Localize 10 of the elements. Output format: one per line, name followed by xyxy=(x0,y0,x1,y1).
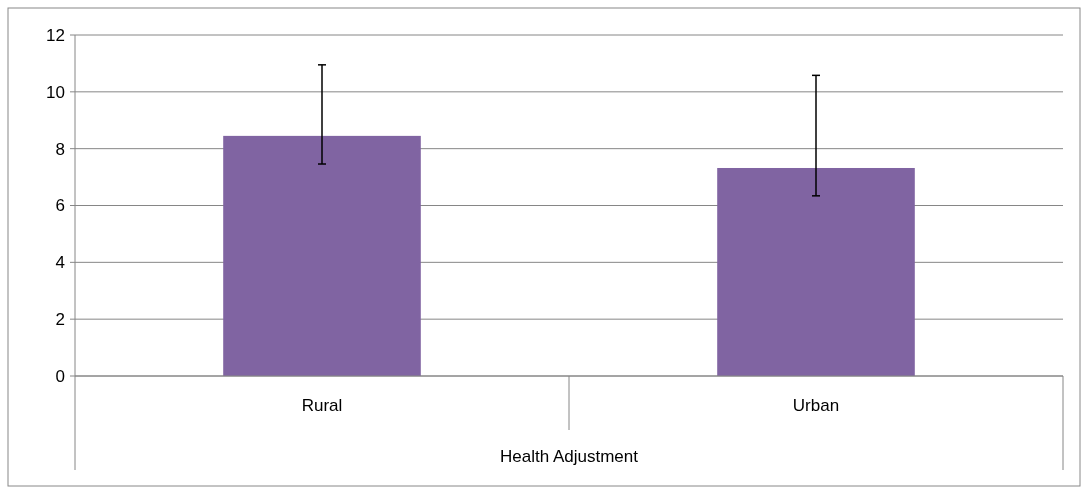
y-tick-label: 8 xyxy=(55,139,65,159)
y-tick-label: 2 xyxy=(55,310,65,330)
x-tick-label: Rural xyxy=(301,396,343,415)
y-tick-label: 12 xyxy=(46,25,65,45)
y-tick-label: 10 xyxy=(46,82,65,102)
y-tick-label: 4 xyxy=(55,253,65,273)
x-axis-title: Health Adjustment xyxy=(500,447,639,466)
y-tick-label: 6 xyxy=(55,196,65,216)
y-tick-label: 0 xyxy=(55,366,65,386)
x-tick-label: Urban xyxy=(792,396,840,415)
